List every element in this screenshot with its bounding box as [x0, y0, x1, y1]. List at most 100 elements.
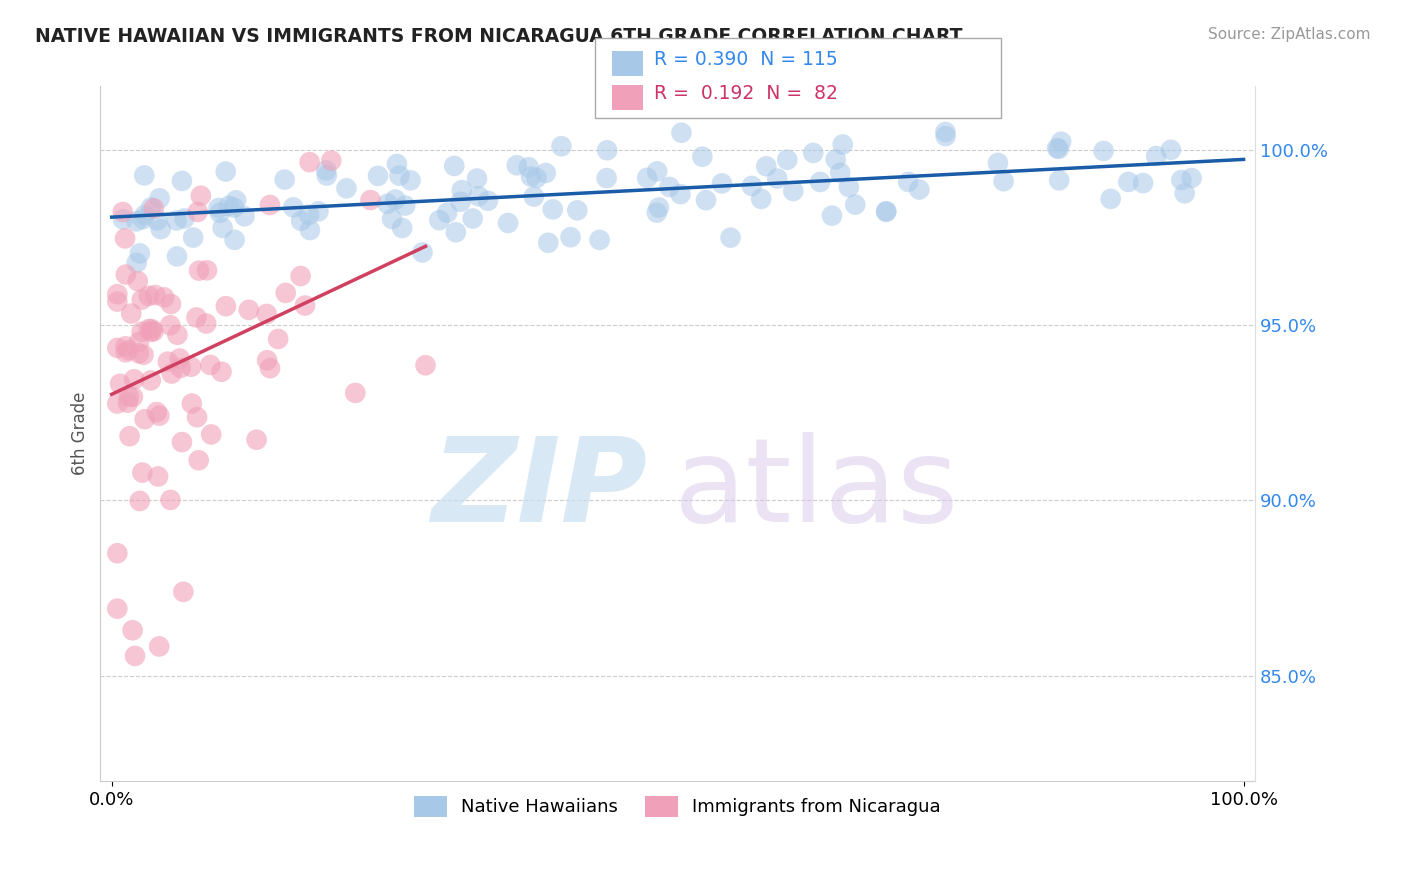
Point: [128, 346, 150, 360]
Point: [749, 192, 772, 206]
Point: [808, 175, 831, 189]
Point: [636, 170, 658, 185]
Point: [506, 158, 529, 172]
Point: [821, 209, 844, 223]
Point: [496, 216, 519, 230]
Point: [146, 213, 169, 227]
Point: [169, 351, 191, 366]
Point: [159, 492, 181, 507]
Point: [537, 235, 560, 250]
Point: [166, 249, 188, 263]
Point: [429, 213, 451, 227]
Point: [658, 180, 681, 194]
Point: [190, 188, 212, 202]
Point: [142, 202, 165, 216]
Point: [128, 334, 150, 349]
Point: [830, 165, 852, 179]
Point: [645, 205, 668, 219]
Point: [290, 214, 312, 228]
Point: [134, 412, 156, 426]
Point: [114, 268, 136, 282]
Point: [461, 211, 484, 226]
Point: [344, 385, 367, 400]
Text: NATIVE HAWAIIAN VS IMMIGRANTS FROM NICARAGUA 6TH GRADE CORRELATION CHART: NATIVE HAWAIIAN VS IMMIGRANTS FROM NICAR…: [35, 27, 963, 45]
Point: [517, 160, 540, 174]
Point: [215, 164, 238, 178]
Point: [142, 324, 165, 338]
Text: R = 0.390  N = 115: R = 0.390 N = 115: [654, 50, 838, 70]
Point: [145, 405, 167, 419]
Point: [207, 201, 229, 215]
Point: [755, 159, 778, 173]
Point: [187, 453, 209, 467]
Point: [695, 193, 717, 207]
Point: [541, 202, 564, 217]
Point: [1050, 135, 1073, 149]
Point: [875, 205, 897, 219]
Point: [567, 203, 589, 218]
Point: [195, 317, 218, 331]
Point: [1046, 141, 1069, 155]
Point: [766, 171, 789, 186]
Point: [149, 191, 172, 205]
Point: [897, 175, 920, 189]
Point: [215, 299, 238, 313]
Point: [259, 198, 281, 212]
Point: [134, 169, 156, 183]
Point: [128, 246, 150, 260]
Point: [298, 208, 321, 222]
Point: [1047, 173, 1070, 187]
Point: [128, 494, 150, 508]
Point: [1132, 176, 1154, 190]
Point: [211, 365, 233, 379]
Point: [114, 339, 136, 353]
Point: [934, 125, 956, 139]
Point: [648, 201, 671, 215]
Point: [131, 466, 153, 480]
Point: [360, 193, 382, 207]
Point: [367, 169, 389, 183]
Text: ZIP: ZIP: [432, 432, 647, 547]
Point: [1118, 175, 1140, 189]
Point: [118, 429, 141, 443]
Point: [290, 268, 312, 283]
Point: [186, 410, 208, 425]
Point: [200, 358, 222, 372]
Text: R =  0.192  N =  82: R = 0.192 N = 82: [654, 84, 838, 103]
Point: [173, 211, 195, 226]
Point: [256, 307, 278, 321]
Point: [117, 395, 139, 409]
Point: [415, 358, 437, 372]
Point: [122, 372, 145, 386]
Point: [124, 648, 146, 663]
Point: [692, 150, 714, 164]
Point: [195, 263, 218, 277]
Point: [1144, 149, 1167, 163]
Point: [1181, 171, 1204, 186]
Point: [118, 343, 141, 358]
Point: [105, 601, 128, 615]
Point: [520, 169, 543, 184]
Point: [1092, 144, 1115, 158]
Point: [283, 200, 305, 214]
Point: [105, 341, 128, 355]
Point: [720, 230, 742, 244]
Point: [160, 297, 183, 311]
Point: [139, 201, 162, 215]
Point: [273, 172, 295, 186]
Point: [443, 159, 465, 173]
Point: [256, 353, 278, 368]
Point: [170, 435, 193, 450]
Point: [105, 396, 128, 410]
Point: [127, 274, 149, 288]
Point: [294, 299, 316, 313]
Point: [560, 230, 582, 244]
Point: [377, 196, 399, 211]
Point: [844, 197, 866, 211]
Point: [394, 198, 416, 212]
Point: [186, 310, 208, 325]
Point: [224, 233, 246, 247]
Point: [188, 263, 211, 277]
Point: [824, 153, 846, 167]
Point: [335, 181, 357, 195]
